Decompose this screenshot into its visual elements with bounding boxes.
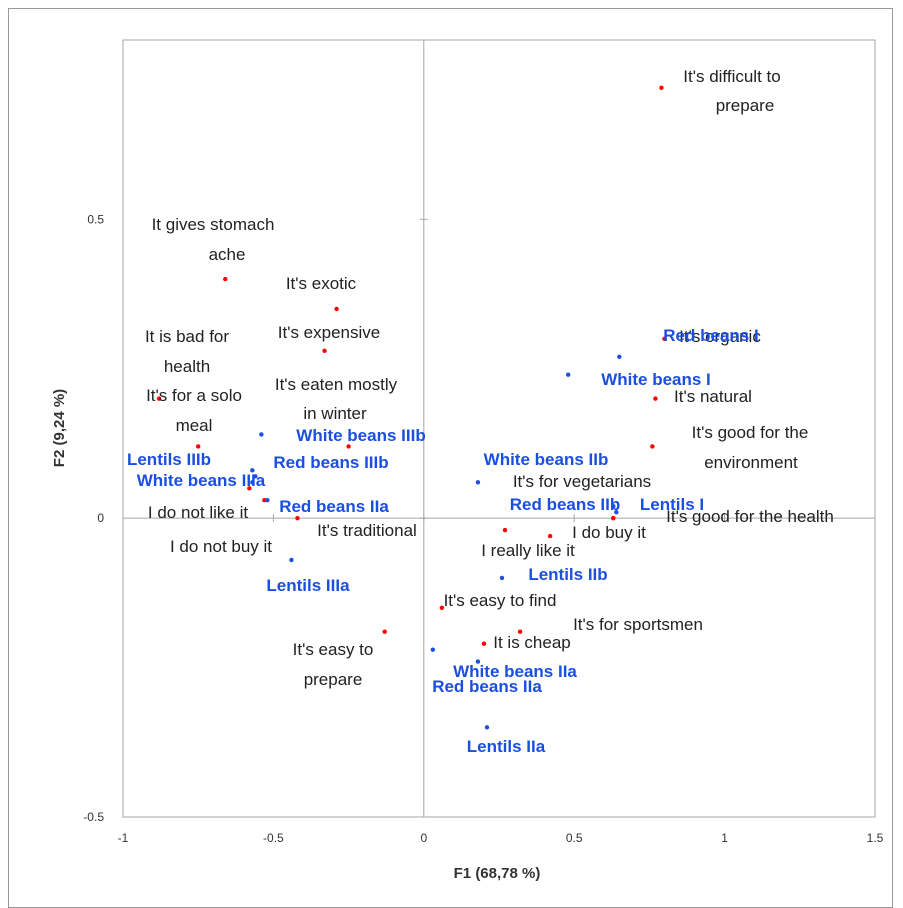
observation-label: Lentils IIb bbox=[528, 565, 607, 584]
observation-point bbox=[475, 480, 481, 485]
x-tick-label: -0.5 bbox=[263, 831, 284, 845]
axes-lines bbox=[122, 40, 876, 818]
variable-label: It is cheap bbox=[493, 633, 571, 652]
point-labels: It's difficult to prepare It gives stomach… bbox=[127, 67, 834, 756]
variable-label: It's easy to find bbox=[444, 591, 557, 610]
variable-label: I do buy it bbox=[572, 523, 646, 542]
observation-point bbox=[250, 480, 255, 485]
y-tick-label: 0.5 bbox=[87, 212, 104, 226]
observation-label: Red beans IIa bbox=[279, 497, 389, 516]
variable-label: It's easy to bbox=[293, 640, 374, 659]
variable-point bbox=[659, 85, 664, 91]
observation-point bbox=[289, 557, 294, 563]
observation-label: Lentils IIIb bbox=[127, 450, 211, 469]
observation-point bbox=[611, 504, 616, 509]
x-tick-label: 1.5 bbox=[867, 831, 884, 845]
variable-point bbox=[650, 444, 655, 449]
x-tick-label: 0 bbox=[420, 831, 427, 845]
y-tick-label: 0 bbox=[97, 511, 104, 525]
observation-point bbox=[617, 354, 622, 359]
observation-label: Red beans IIIb bbox=[273, 453, 388, 472]
variable-label: It's expensive bbox=[278, 323, 380, 342]
observation-point bbox=[614, 509, 619, 515]
variable-label: prepare bbox=[304, 670, 363, 689]
observation-label: White beans IIIa bbox=[137, 471, 266, 490]
variable-point bbox=[346, 444, 351, 449]
observation-point bbox=[259, 432, 264, 437]
tick-labels: -1 -0.5 0 0.5 1 1.5 -0.5 0 0.5 bbox=[83, 212, 883, 845]
plot-area bbox=[122, 39, 876, 818]
observation-label: White beans IIIb bbox=[296, 426, 425, 445]
variable-label: It's good for the bbox=[692, 423, 809, 442]
variable-point bbox=[653, 396, 658, 401]
observation-label: White beans I bbox=[601, 370, 711, 389]
variable-point bbox=[547, 533, 553, 539]
x-axis-title: F1 (68,78 %) bbox=[454, 865, 541, 882]
variable-point bbox=[439, 605, 445, 611]
variable-label: It gives stomach bbox=[152, 215, 275, 234]
variable-point bbox=[196, 444, 201, 449]
observation-point bbox=[430, 647, 436, 652]
variable-label: It's natural bbox=[674, 387, 752, 406]
x-tick-label: -1 bbox=[118, 831, 129, 845]
variable-label: meal bbox=[176, 416, 213, 435]
variable-label: It's for a solo bbox=[146, 386, 242, 405]
variable-point bbox=[517, 629, 523, 634]
variable-label: It's difficult to bbox=[683, 67, 780, 86]
variable-label: I really like it bbox=[481, 541, 575, 560]
observation-label: Lentils IIa bbox=[467, 737, 546, 756]
variable-point bbox=[156, 396, 162, 401]
y-axis-title: F2 (9,24 %) bbox=[51, 389, 68, 467]
variable-point bbox=[382, 629, 387, 634]
variable-point bbox=[334, 306, 339, 312]
variable-point bbox=[262, 498, 267, 503]
variable-label: health bbox=[164, 357, 210, 376]
observation-point bbox=[253, 474, 258, 479]
variable-point bbox=[481, 641, 487, 646]
x-tick-label: 0.5 bbox=[566, 831, 583, 845]
y-tick-label: -0.5 bbox=[83, 810, 104, 824]
variable-label: I do not like it bbox=[148, 503, 248, 522]
observation-point bbox=[565, 372, 571, 377]
variable-point bbox=[223, 276, 228, 282]
variable-label: It's for vegetarians bbox=[513, 472, 651, 491]
variable-label: It is bad for bbox=[145, 327, 229, 346]
variable-point bbox=[502, 527, 508, 533]
variable-label: It's organic bbox=[679, 327, 761, 346]
observation-point bbox=[265, 498, 270, 503]
data-points bbox=[156, 85, 667, 730]
observation-point bbox=[250, 468, 255, 473]
observation-label: Red beans IIb bbox=[510, 495, 621, 514]
variable-label: environment bbox=[704, 453, 798, 472]
variable-label: It's traditional bbox=[317, 521, 417, 540]
variable-point bbox=[662, 336, 667, 342]
variable-point bbox=[247, 486, 252, 491]
variable-label: It's for sportsmen bbox=[573, 615, 703, 634]
variable-point bbox=[322, 348, 327, 353]
chart-frame bbox=[8, 8, 893, 908]
variable-point bbox=[295, 515, 300, 521]
observation-point bbox=[484, 725, 490, 730]
observation-label: Lentils IIIa bbox=[266, 576, 350, 595]
observation-label: Red beans I bbox=[663, 326, 758, 345]
variable-label: I do not buy it bbox=[170, 537, 272, 556]
variable-point bbox=[611, 515, 616, 521]
variable-label: It's good for the health bbox=[666, 507, 834, 526]
observation-label: White beans IIb bbox=[484, 450, 609, 469]
variable-label: prepare bbox=[716, 96, 775, 115]
observation-label: White beans IIa bbox=[453, 662, 577, 681]
x-tick-label: 1 bbox=[721, 831, 728, 845]
observation-label: Lentils I bbox=[640, 495, 704, 514]
observation-label: Red beans IIa bbox=[432, 677, 542, 696]
variable-label: ache bbox=[209, 245, 246, 264]
variable-label: It's eaten mostly bbox=[275, 375, 398, 394]
observation-point bbox=[499, 575, 505, 581]
variable-label: in winter bbox=[303, 404, 367, 423]
variable-label: It's exotic bbox=[286, 274, 357, 293]
observation-point bbox=[475, 659, 481, 664]
